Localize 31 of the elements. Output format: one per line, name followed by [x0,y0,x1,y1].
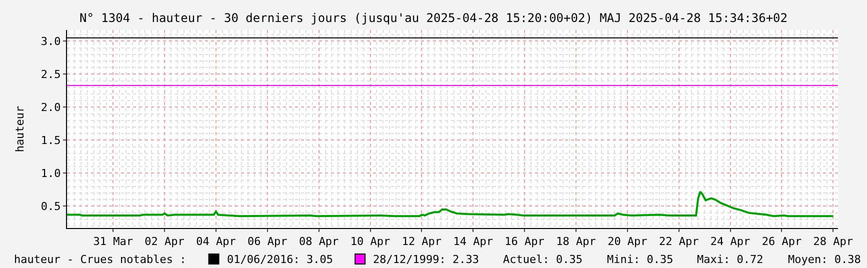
text: Maxi: 0.72 [697,253,764,266]
text: Mini: 0.35 [607,253,674,266]
x-tick-label: 31 Mar [93,235,134,248]
y-tick-label: 2.5 [40,68,61,82]
x-tick-label: 18 Apr [556,235,596,248]
x-tick-label: 14 Apr [453,235,494,248]
y-tick-label: 1.5 [40,134,61,148]
x-tick-label: 02 Apr [144,235,185,248]
y-tick-label: 0.5 [40,200,61,214]
text: hauteur - Crues notables : [14,253,186,266]
x-tick-label: 24 Apr [710,235,751,248]
y-tick-label: 3.0 [40,35,61,48]
x-tick-label: 12 Apr [402,235,442,248]
x-tick-label: 04 Apr [196,235,236,248]
text: Moyen: 0.38 [788,253,861,266]
x-tick-label: 22 Apr [658,235,700,248]
y-axis-title: hauteur [14,105,27,152]
line-series [67,190,834,218]
legend-label: 28/12/1999: 2.33 [373,253,479,266]
x-tick-label: 26 Apr [762,235,802,248]
y-tick-label: 1.0 [40,167,61,180]
x-tick-label: 16 Apr [504,235,545,248]
y-tick-label: 2.0 [40,101,61,114]
x-tick-label: 06 Apr [248,235,288,248]
text: Actuel: 0.35 [503,253,582,266]
x-tick-label: 20 Apr [608,235,648,248]
x-tick-label: 08 Apr [298,235,340,248]
x-tick-label: 28 Apr [813,235,854,248]
chart-title: N° 1304 - hauteur - 30 derniers jours (jusqu'au 2025-04-28 15:20:00+02) MAJ 2025-04-28 15:34:36+02 [79,11,788,26]
legend-label: 01/06/2016: 3.05 [227,253,333,266]
x-tick-label: 10 Apr [350,235,390,248]
